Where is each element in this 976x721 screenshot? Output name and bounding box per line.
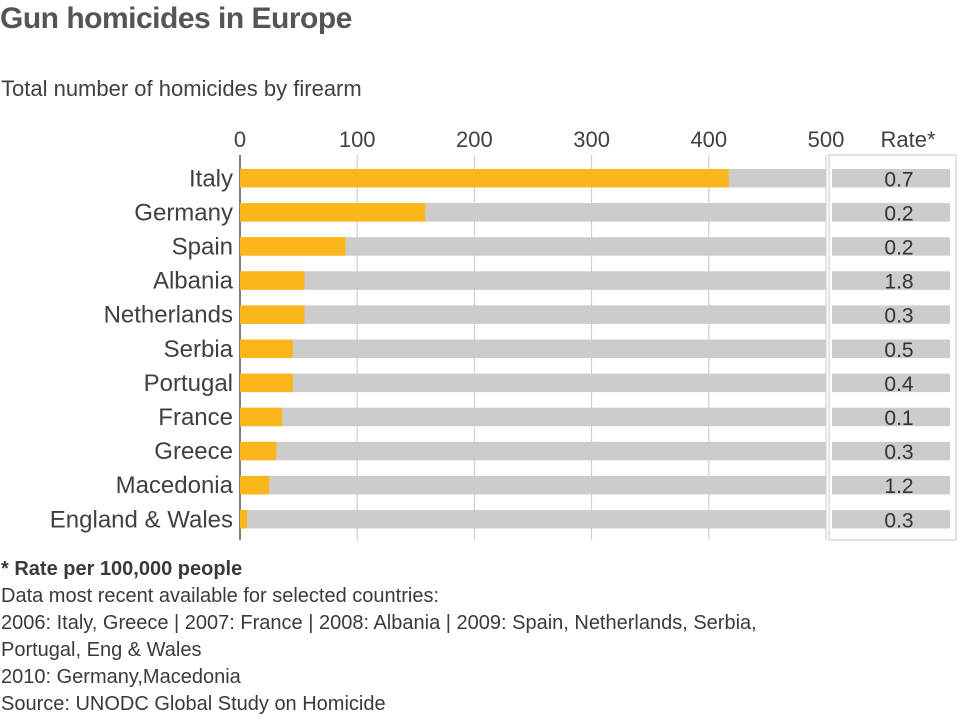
bar [240,305,305,324]
x-tick-label: 200 [456,127,493,152]
rate-cell [832,237,950,256]
note-line: Portugal, Eng & Wales [1,639,202,661]
bar [240,475,270,495]
chart-subtitle: Total number of homicides by firearm [1,76,362,101]
bar [240,203,426,222]
rate-cell [832,203,950,222]
category-labels: Italy Germany Spain Albania Netherlands Serbi… [50,165,234,533]
bar-track [240,475,826,495]
category-label: Greece [154,438,233,465]
bar-track [240,407,826,427]
bar [240,510,248,529]
bar-track [240,441,826,461]
bar-track [240,237,826,256]
source-line: Source: UNODC Global Study on Homicide [1,693,386,715]
rate-box [828,154,957,541]
category-label: Italy [189,165,233,192]
rate-header: Rate* [880,127,935,152]
rate-value: 0.4 [884,373,914,396]
bars [240,169,729,529]
category-label: Germany [134,199,233,226]
x-tick-label: 100 [339,127,376,152]
rate-cell [832,169,950,188]
rate-value: 1.8 [884,271,913,294]
category-label: Albania [153,268,234,295]
bar-tracks [240,169,826,529]
category-label: Netherlands [104,302,233,329]
bar-track [240,339,826,358]
rate-value: 0.2 [884,236,913,259]
rate-cell [832,441,950,461]
rate-value: 1.2 [884,475,913,498]
rate-cell [832,510,950,529]
rate-cell [832,475,950,495]
rate-value: 0.7 [884,168,913,191]
bar [240,373,293,393]
bar-track [240,373,826,393]
bar [240,407,283,427]
rate-value: 0.3 [884,305,913,328]
category-label: Serbia [164,336,234,363]
note-line: 2006: Italy, Greece | 2007: France | 200… [1,612,757,634]
bar [240,237,346,256]
rate-cell [832,373,950,393]
rate-value: 0.2 [884,202,913,225]
x-tick-label: 400 [690,127,727,152]
rate-value: 0.1 [884,407,913,430]
bar-track [240,305,826,324]
bar [240,169,729,188]
bar-chart: 0 100 200 300 400 500 Italy Germany Spain Albani… [50,127,957,541]
category-label: France [158,404,233,431]
bar-track [240,271,826,290]
bar [240,271,305,290]
chart-title: Gun homicides in Europe [0,2,352,35]
rate-value: 0.3 [884,441,913,464]
category-label: Portugal [144,370,233,397]
x-tick-labels: 0 100 200 300 400 500 [234,127,844,152]
rate-cell [832,271,950,290]
x-tick-label: 300 [573,127,610,152]
x-tick-label: 0 [234,127,246,152]
bar [240,339,293,358]
rate-footnote: * Rate per 100,000 people [1,558,243,580]
bar-track [240,510,826,529]
rate-cell [832,407,950,427]
category-label: Macedonia [116,472,234,499]
footnotes: * Rate per 100,000 people Data most rece… [1,556,757,718]
rate-cell [832,305,950,324]
category-label: England & Wales [50,506,233,533]
bar [240,441,277,461]
x-tick-label: 500 [808,127,845,152]
rate-cell [832,339,950,358]
rate-value: 0.3 [884,509,913,532]
note-line: Data most recent available for selected … [1,585,439,607]
note-line: 2010: Germany,Macedonia [1,666,241,688]
rate-column: Rate* 0.7 0.2 0.2 1.8 0.3 0.5 0.4 0.1 0.3 1.2 0.3 [828,127,957,541]
category-label: Spain [172,233,233,260]
rate-value: 0.5 [884,339,913,362]
